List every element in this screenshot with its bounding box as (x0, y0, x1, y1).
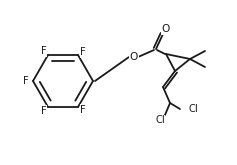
Text: F: F (23, 76, 29, 86)
Text: F: F (80, 105, 86, 115)
Text: F: F (41, 46, 47, 56)
Text: Cl: Cl (155, 115, 165, 125)
Text: F: F (80, 47, 86, 57)
Text: O: O (162, 24, 170, 34)
Text: O: O (130, 52, 138, 62)
Text: Cl: Cl (189, 104, 199, 114)
Text: F: F (41, 106, 47, 116)
